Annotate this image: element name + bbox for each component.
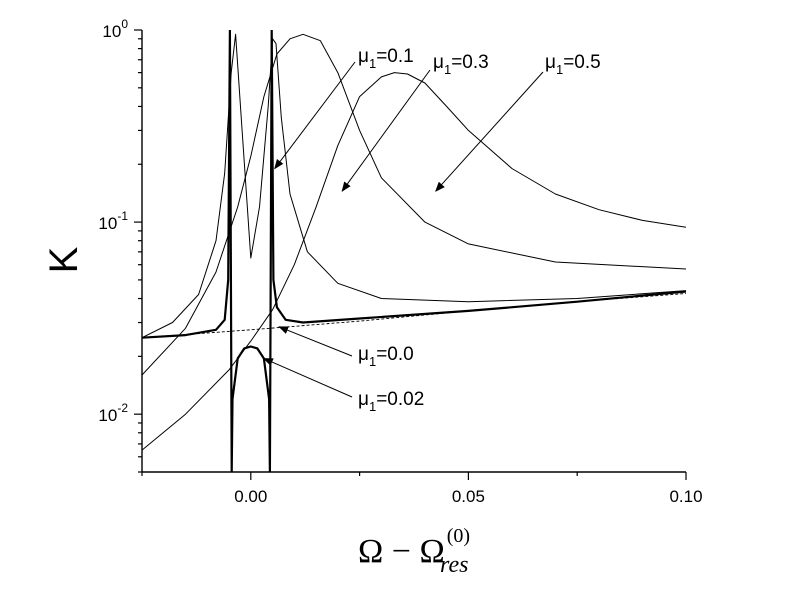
annotation-arrow xyxy=(435,71,544,192)
x-tick-label-2: 0.10 xyxy=(669,487,702,506)
x-axis-label-sub: res xyxy=(440,552,468,578)
annotations-group: μ1=0.1 μ1=0.3 μ1=0.5 μ1=0.0 μ1=0.02 xyxy=(262,46,601,414)
axes-group xyxy=(141,30,686,473)
x-axis-label-sup: (0) xyxy=(447,525,470,547)
y-tick-label-1: 10-1 xyxy=(98,209,128,233)
curves-group xyxy=(142,30,686,472)
x-axis-label-main: Ω − Ω xyxy=(358,533,445,570)
series-line-2 xyxy=(142,33,686,339)
series-line-0 xyxy=(142,293,686,339)
y-axis-label: K xyxy=(42,246,86,273)
annotation-label: μ1=0.0 xyxy=(358,344,414,369)
x-axis-label: Ω − Ω (0) res xyxy=(358,525,470,578)
annotation-label: μ1=0.02 xyxy=(358,389,424,414)
y-tick-label-0: 10-2 xyxy=(98,401,128,425)
series-line-4 xyxy=(142,72,686,451)
annotation-label: μ1=0.3 xyxy=(433,52,489,77)
annotation-4: μ1=0.02 xyxy=(262,358,424,414)
annotation-label: μ1=0.1 xyxy=(358,46,414,71)
ticks-group: 0.00 0.05 0.10 10-2 10-1 100 xyxy=(98,17,702,506)
annotation-0: μ1=0.1 xyxy=(274,46,414,170)
series-line-3 xyxy=(142,33,686,376)
x-tick-label-1: 0.05 xyxy=(452,487,485,506)
annotation-arrow xyxy=(262,358,353,398)
series-line-1 xyxy=(142,30,686,472)
y-tick-label-2: 100 xyxy=(102,17,128,41)
annotation-arrow xyxy=(341,69,431,192)
annotation-1: μ1=0.3 xyxy=(341,52,489,192)
annotation-arrow xyxy=(274,61,356,170)
annotation-arrow xyxy=(278,326,353,357)
annotation-3: μ1=0.0 xyxy=(278,326,414,369)
x-tick-label-0: 0.00 xyxy=(234,487,267,506)
annotation-2: μ1=0.5 xyxy=(435,52,601,192)
annotation-label: μ1=0.5 xyxy=(545,52,601,77)
